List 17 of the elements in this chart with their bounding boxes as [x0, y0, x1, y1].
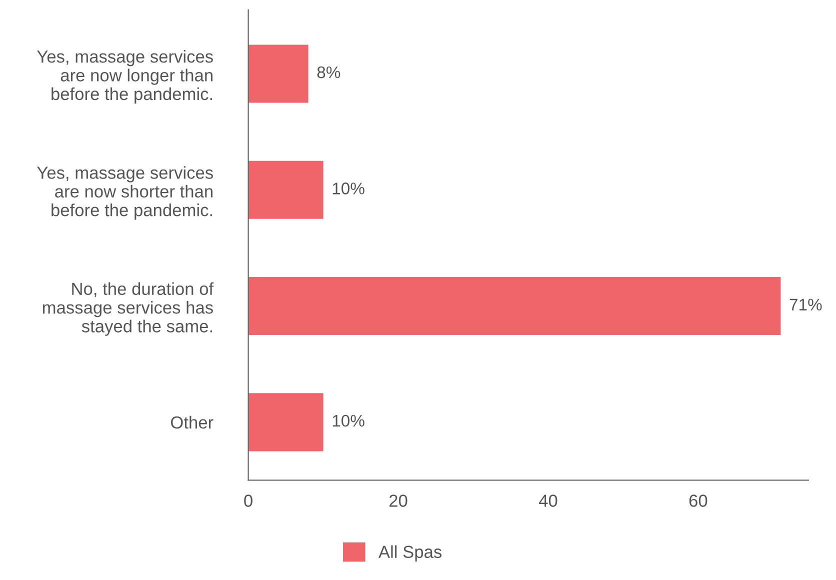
bar — [248, 44, 308, 103]
y-tick-label: Other — [170, 416, 214, 429]
legend-label: All Spas — [378, 545, 442, 562]
data-label: 8% — [317, 66, 340, 78]
data-label: 71% — [790, 298, 822, 310]
x-tick-label: 0 — [244, 494, 252, 507]
bar — [248, 393, 324, 452]
data-label: 10% — [332, 182, 364, 194]
y-tick-label: Yes, massage services are now longer than before the pandemic. — [37, 50, 213, 104]
x-tick-label: 40 — [538, 494, 558, 507]
y-tick-label: Yes, massage services are now shorter than before the pandemic. — [37, 166, 213, 220]
y-tick-label: No, the duration of massage services has stayed the same. — [42, 282, 214, 336]
data-label: 10% — [332, 414, 364, 427]
x-tick-label: 60 — [689, 494, 708, 507]
x-tick-label: 20 — [389, 494, 408, 507]
bar — [248, 160, 324, 219]
bar — [248, 276, 781, 336]
